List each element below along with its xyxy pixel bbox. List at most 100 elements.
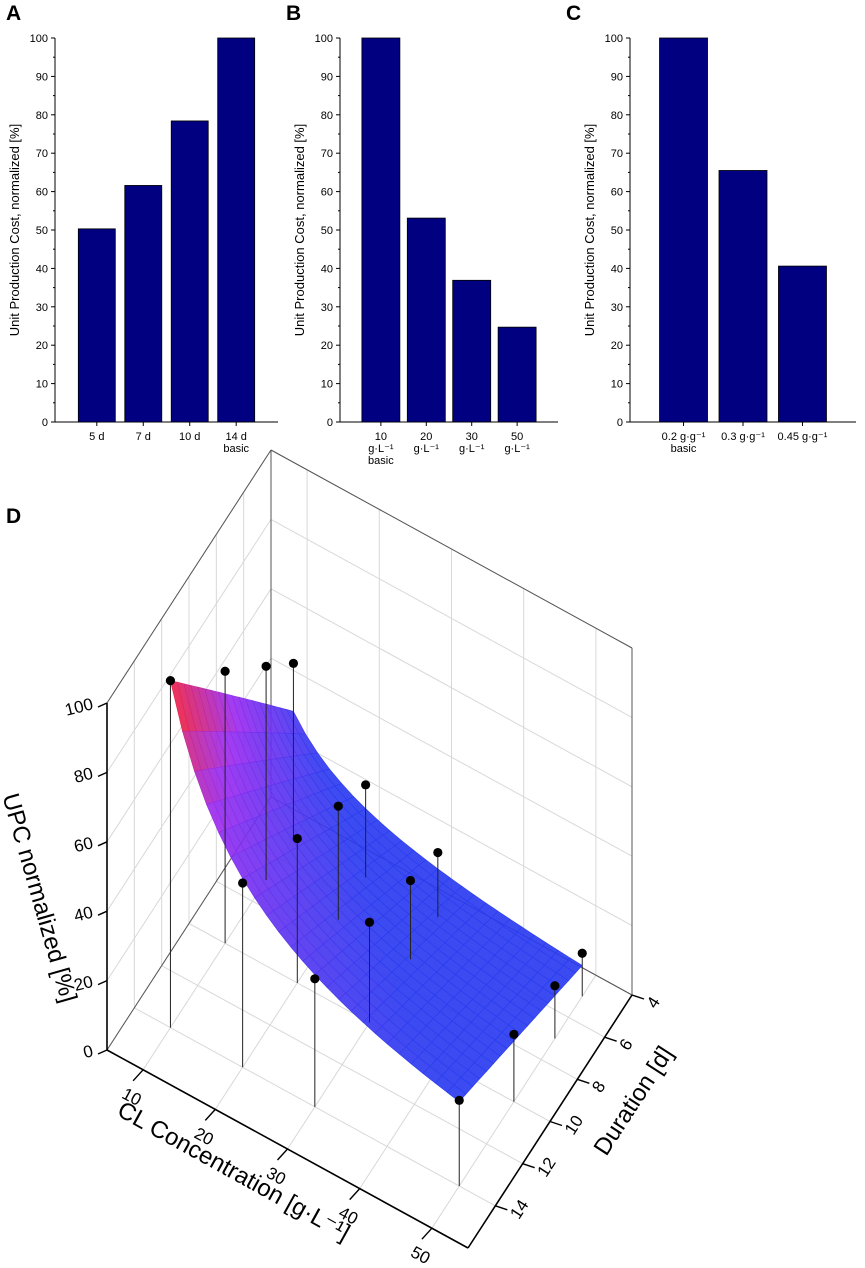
z-axis-title: UPC normalized [%] [0,790,82,1005]
y-tick-label: 90 [611,71,623,83]
bar [659,37,708,423]
data-point [238,878,248,888]
bar [497,326,537,423]
y-tick-mark [577,1078,590,1084]
y-tick-mark [604,1036,617,1042]
data-point [165,676,176,686]
bar [77,228,116,423]
z-tick-label: 20 [72,972,95,995]
y-tick-label: 70 [321,148,333,160]
surface-patch [562,957,583,974]
panel-letter-a: A [6,2,21,25]
wall-grid-line [270,657,633,857]
box-edge [270,449,633,649]
z-tick-label: 80 [72,764,95,787]
z-tick-label: 60 [72,833,95,856]
category-label: basic [223,443,249,455]
z-tick-mark [97,702,108,708]
wall-grid-line [270,518,633,718]
y-axis-title: Duration [d] [589,1042,679,1161]
data-point [261,661,271,671]
category-label: 0.3 g·g⁻¹ [721,431,765,443]
category-label: g·L⁻¹ [504,443,530,455]
z-tick-mark [97,1049,108,1055]
y-axis-label: Unit Production Cost, normalized [%] [7,124,22,336]
bar-chart-b: 0 10 20 30 40 50 60 70 80 90 100 Unit Production Co… [292,33,558,467]
y-tick-label: 100 [605,33,623,45]
x-tick-mark [132,1069,144,1082]
y-tick-mark [495,1205,508,1211]
z-tick-label: 100 [63,694,95,719]
y-tick-label: 50 [611,225,623,237]
y-tick-mark [631,994,645,1000]
y-tick-label: 80 [36,110,48,122]
category-label: 0.45 g·g⁻¹ [778,431,828,443]
category-label: g·L⁻¹ [459,443,485,455]
y-tick-label: 4 [643,993,664,1011]
wall-grid-line [106,519,272,773]
bar [217,37,256,423]
category-label: 50 [511,431,523,443]
category-label: 5 d [89,431,104,443]
y-tick-label: 14 [506,1196,532,1222]
y-tick-label: 10 [611,379,623,391]
data-point [405,875,416,886]
data-point [454,1095,464,1105]
y-tick-label: 70 [611,148,623,160]
data-point [220,666,230,676]
y-tick-label: 60 [36,187,48,199]
y-axis-label: Unit Production Cost, normalized [%] [292,124,307,336]
y-tick-label: 10 [321,379,333,391]
z-tick-mark [97,771,108,778]
bar [124,185,163,423]
bar-chart-c: 0 10 20 30 40 50 60 70 80 90 100 Unit Production Co… [582,33,856,455]
floor-grid-line [161,965,523,1165]
y-tick-label: 40 [321,263,333,275]
y-tick-mark [549,1120,563,1127]
category-label: basic [368,455,394,467]
y-tick-label: 50 [321,225,333,237]
y-tick-label: 20 [611,340,623,352]
y-tick-label: 8 [588,1078,609,1096]
y-tick-label: 20 [36,340,48,352]
y-tick-label: 90 [321,71,333,83]
y-tick-label: 80 [321,110,333,122]
y-tick-label: 70 [36,148,48,160]
y-tick-label: 0 [617,417,623,429]
z-tick-mark [97,841,108,847]
box-edge [106,449,272,704]
panel-letter-b: B [286,2,301,25]
category-label: 7 d [136,431,151,443]
y-tick-label: 80 [611,110,623,122]
data-point [550,981,560,991]
category-label: g·L⁻¹ [368,443,394,455]
y-tick-mark [522,1163,535,1169]
wall-grid-line [270,588,633,788]
z-tick-label: 40 [72,903,95,926]
data-point [364,917,375,927]
y-tick-label: 10 [561,1112,587,1138]
x-tick-mark [349,1188,361,1201]
y-tick-label: 0 [42,417,48,429]
z-tick-mark [97,910,108,916]
data-point [509,1029,519,1039]
y-tick-label: 40 [36,263,48,275]
bar [452,279,492,423]
bar [170,120,209,423]
y-tick-label: 100 [30,33,48,45]
bar [361,37,401,423]
category-label: 10 d [179,431,200,443]
y-tick-label: 10 [36,379,48,391]
y-tick-label: 50 [36,225,48,237]
bar [718,170,768,423]
category-label: 10 [375,431,387,443]
y-tick-label: 60 [321,187,333,199]
category-label: g·L⁻¹ [414,443,440,455]
category-label: basic [671,443,697,455]
x-tick-mark [204,1108,216,1121]
z-tick-mark [97,979,108,986]
y-tick-label: 30 [611,302,623,314]
x-tick-mark [276,1148,289,1161]
